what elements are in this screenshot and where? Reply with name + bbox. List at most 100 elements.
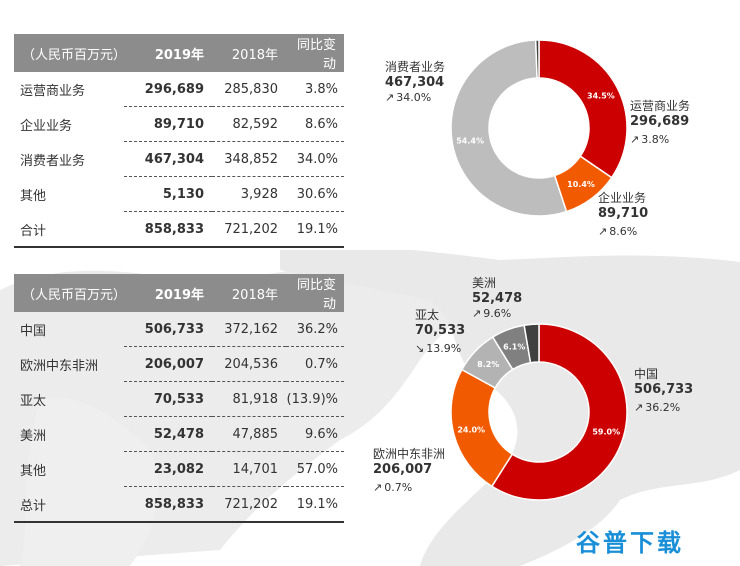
- table-header-row: （人民币百万元） 2019年 2018年 同比变动: [14, 34, 344, 72]
- donut-slice: [523, 323, 540, 364]
- value-2018: 82,592: [212, 106, 286, 142]
- value-2019: 296,689: [124, 72, 212, 107]
- row-label: 美洲: [20, 428, 47, 444]
- table-row: 运营商业务 296,689 285,830 3.8%: [14, 72, 344, 107]
- value-2018: 81,918: [212, 381, 286, 417]
- table-row: 其他 23,082 14,701 57.0%: [14, 451, 344, 487]
- watermark-logo: 谷普下载: [576, 529, 684, 557]
- row-label: 合计: [14, 211, 124, 248]
- callout-value: 467,304: [385, 75, 445, 90]
- arrow-up-icon: ↗: [630, 133, 640, 146]
- callout-china: 中国 506,733 ↗ 36.2%: [634, 367, 693, 415]
- arrow-up-icon: ↗: [385, 91, 395, 104]
- header-2019: 2019年: [124, 274, 212, 312]
- header-2019: 2019年: [124, 34, 212, 72]
- header-unit: （人民币百万元）: [14, 34, 126, 72]
- value-yoy: 19.1%: [286, 211, 344, 248]
- callout-enterprise: 企业业务 89,710 ↗ 8.6%: [598, 191, 648, 239]
- table-row: 企业业务 89,710 82,592 8.6%: [14, 106, 344, 142]
- callout-growth: ↗ 9.6%: [472, 307, 512, 320]
- callout-growth: ↗ 8.6%: [598, 225, 638, 238]
- value-yoy: 3.8%: [286, 72, 344, 107]
- row-label: 亚太: [20, 393, 47, 409]
- value-2018: 204,536: [212, 346, 286, 382]
- value-yoy: 8.6%: [286, 106, 344, 142]
- row-label: 欧洲中东非洲: [20, 358, 99, 374]
- arrow-up-icon: ↗: [373, 481, 383, 494]
- slice-percent-label: 54.4%: [456, 136, 484, 145]
- callout-americas: 美洲 52,478 ↗ 9.6%: [472, 276, 522, 321]
- callout-name: 中国: [634, 367, 659, 381]
- arrow-up-icon: ↗: [472, 307, 482, 320]
- slice-percent-label: 24.0%: [457, 425, 485, 434]
- slice-percent-label: 10.4%: [567, 180, 595, 189]
- value-yoy: (13.9)%: [286, 381, 344, 417]
- callout-value: 89,710: [598, 206, 649, 221]
- value-2019: 5,130: [124, 176, 212, 212]
- callout-value: 296,689: [630, 114, 690, 129]
- value-yoy: 34.0%: [286, 141, 344, 177]
- row-label: 消费者业务: [20, 153, 86, 169]
- callout-value: 506,733: [634, 382, 694, 397]
- row-label: 其他: [20, 463, 47, 479]
- region-share-donut-chart: 59.0% 24.0% 8.2% 6.1%: [450, 323, 628, 501]
- region-revenue-table: （人民币百万元） 2019年 2018年 同比变动 中国 506,733 372…: [14, 274, 344, 523]
- value-2019: 52,478: [124, 416, 212, 452]
- header-yoy: 同比变动: [286, 274, 344, 312]
- callout-name: 欧洲中东非洲: [373, 447, 446, 461]
- value-2019: 467,304: [124, 141, 212, 177]
- callout-name: 消费者业务: [385, 60, 446, 74]
- callout-growth: ↗ 0.7%: [373, 481, 413, 494]
- slice-percent-label: 8.2%: [477, 360, 499, 369]
- slice-percent-label: 6.1%: [503, 343, 525, 352]
- row-label: 运营商业务: [20, 83, 86, 99]
- value-2018: 47,885: [212, 416, 286, 452]
- callout-emea: 欧洲中东非洲 206,007 ↗ 0.7%: [373, 447, 445, 495]
- value-yoy: 0.7%: [286, 346, 344, 382]
- callout-name: 美洲: [472, 276, 497, 290]
- table-row: 中国 506,733 372,162 36.2%: [14, 312, 344, 347]
- value-2019: 858,833: [124, 211, 212, 248]
- value-2019: 23,082: [124, 451, 212, 487]
- value-yoy: 57.0%: [286, 451, 344, 487]
- value-yoy: 19.1%: [286, 486, 344, 523]
- callout-value: 52,478: [472, 291, 523, 306]
- value-yoy: 36.2%: [286, 312, 344, 347]
- donut-slice: [490, 323, 628, 501]
- value-yoy: 30.6%: [286, 176, 344, 212]
- value-2019: 858,833: [124, 486, 212, 523]
- callout-apac: 亚太 70,533 ↘ 13.9%: [415, 308, 465, 356]
- business-revenue-table: （人民币百万元） 2019年 2018年 同比变动 运营商业务 296,689 …: [14, 34, 344, 248]
- table-row: 其他 5,130 3,928 30.6%: [14, 176, 344, 212]
- value-2018: 285,830: [212, 72, 286, 107]
- callout-value: 70,533: [415, 323, 466, 338]
- callout-name: 企业业务: [598, 191, 647, 205]
- callout-name: 亚太: [415, 308, 440, 322]
- callout-growth: ↗ 34.0%: [385, 91, 432, 104]
- business-share-donut-chart: 34.5% 10.4% 54.4%: [450, 39, 628, 217]
- value-2019: 206,007: [124, 346, 212, 382]
- header-unit: （人民币百万元）: [14, 274, 126, 312]
- value-2018: 721,202: [212, 486, 286, 523]
- row-label: 企业业务: [20, 118, 73, 134]
- table-total-row: 合计 858,833 721,202 19.1%: [14, 211, 344, 248]
- value-2018: 721,202: [212, 211, 286, 248]
- callout-value: 206,007: [373, 462, 433, 477]
- callout-name: 运营商业务: [630, 99, 691, 113]
- callout-growth: ↗ 36.2%: [634, 401, 681, 414]
- value-yoy: 9.6%: [286, 416, 344, 452]
- value-2018: 14,701: [212, 451, 286, 487]
- arrow-up-icon: ↗: [598, 225, 608, 238]
- slice-percent-label: 34.5%: [587, 91, 615, 100]
- callout-growth: ↗ 3.8%: [630, 133, 670, 146]
- donut-slice: [538, 39, 628, 179]
- donut-slice: [450, 39, 568, 217]
- arrow-down-icon: ↘: [415, 342, 425, 355]
- slice-percent-label: 59.0%: [592, 428, 620, 437]
- callout-carrier: 运营商业务 296,689 ↗ 3.8%: [630, 99, 690, 147]
- table-total-row: 总计 858,833 721,202 19.1%: [14, 486, 344, 523]
- arrow-up-icon: ↗: [634, 401, 644, 414]
- donut-slice: [534, 39, 540, 79]
- table-row: 欧洲中东非洲 206,007 204,536 0.7%: [14, 346, 344, 382]
- row-label: 总计: [14, 486, 124, 523]
